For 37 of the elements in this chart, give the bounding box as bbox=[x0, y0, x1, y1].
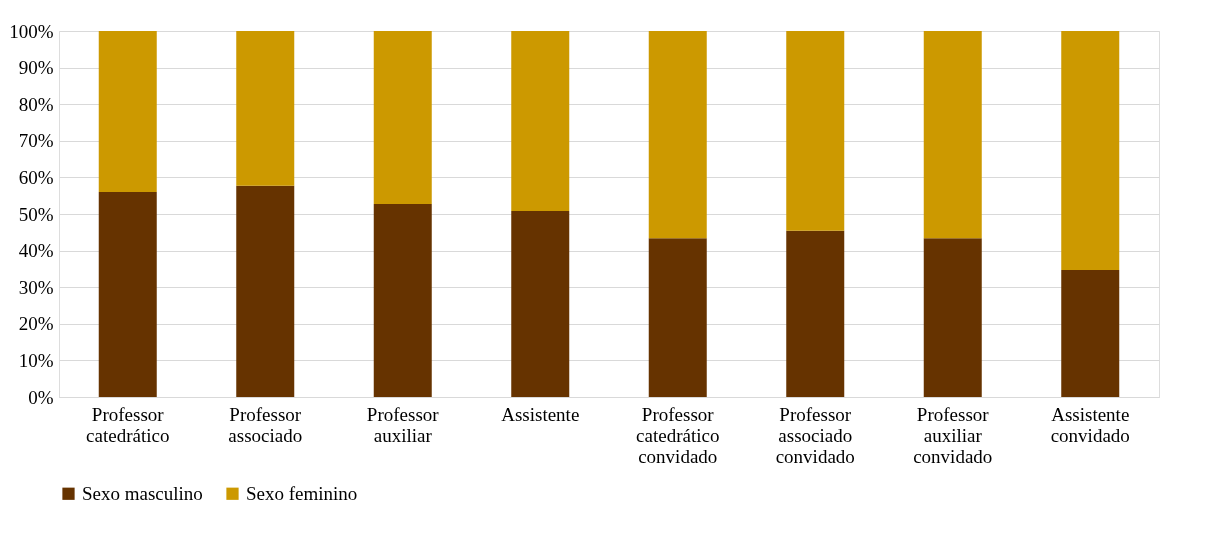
legend-label: Sexo masculino bbox=[82, 482, 203, 504]
y-tick-label: 30% bbox=[18, 276, 54, 298]
x-tick-label: Assistente convidado bbox=[1050, 403, 1130, 446]
bar bbox=[1061, 270, 1120, 397]
x-tick-label: Professor catedrático bbox=[86, 403, 170, 446]
x-tick-label: Professor auxiliar convidado bbox=[913, 403, 993, 467]
bar bbox=[923, 238, 982, 397]
y-tick-label: 20% bbox=[18, 313, 54, 335]
bar bbox=[236, 185, 295, 397]
y-tick-label: 0% bbox=[28, 386, 54, 408]
bar bbox=[236, 31, 295, 186]
y-tick-label: 100% bbox=[9, 20, 54, 42]
bar bbox=[373, 31, 432, 205]
bar bbox=[786, 31, 845, 231]
bar bbox=[923, 31, 982, 239]
y-tick-label: 40% bbox=[18, 240, 54, 262]
y-tick-label: 10% bbox=[18, 349, 54, 371]
bar bbox=[511, 211, 570, 397]
y-tick-label: 80% bbox=[18, 93, 54, 115]
y-tick-label: 50% bbox=[18, 203, 54, 225]
x-tick-label: Assistente bbox=[501, 403, 580, 425]
x-tick-label: Professor associado convidado bbox=[775, 403, 855, 467]
bar bbox=[786, 230, 845, 397]
bar bbox=[373, 204, 432, 397]
bar bbox=[1061, 31, 1120, 270]
y-tick-label: 90% bbox=[18, 57, 54, 79]
y-tick-label: 60% bbox=[18, 166, 54, 188]
y-tick-label: 70% bbox=[18, 130, 54, 152]
bar bbox=[648, 31, 707, 239]
bar bbox=[98, 31, 157, 193]
x-tick-label: Professor associado bbox=[228, 403, 303, 446]
legend-label: Sexo feminino bbox=[246, 482, 358, 504]
bar bbox=[511, 31, 570, 212]
bar bbox=[648, 238, 707, 397]
bar bbox=[98, 192, 157, 397]
x-tick-label: Professor auxiliar bbox=[366, 403, 440, 446]
x-tick-label: Professor catedrático convidado bbox=[636, 403, 720, 467]
